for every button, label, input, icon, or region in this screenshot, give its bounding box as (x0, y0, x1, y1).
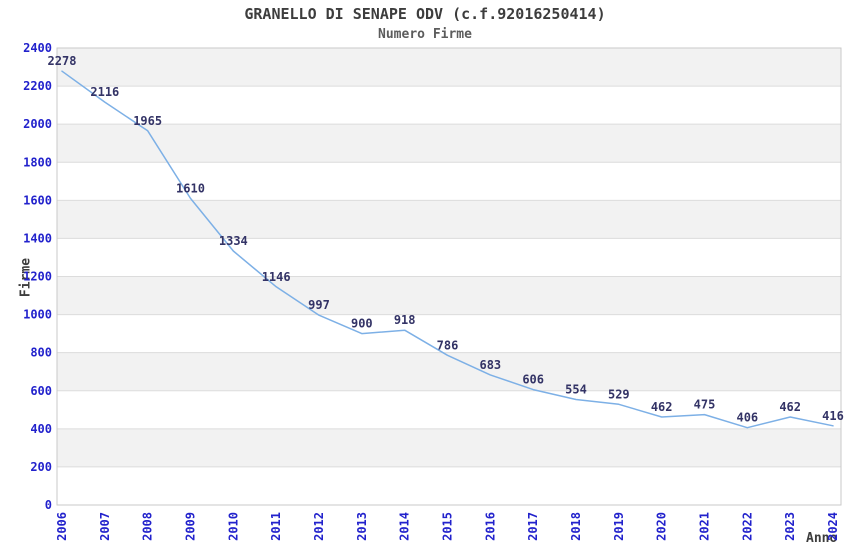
grid-band (57, 352, 841, 391)
data-label: 786 (437, 338, 459, 352)
y-tick-label: 600 (30, 384, 52, 398)
data-label: 554 (565, 383, 587, 397)
y-tick-label: 2000 (23, 117, 52, 131)
x-tick-label: 2016 (483, 512, 497, 541)
grid-band (57, 276, 841, 315)
y-tick-label: 1600 (23, 193, 52, 207)
chart-subtitle: Numero Firme (378, 27, 472, 42)
y-tick-label: 2200 (23, 79, 52, 93)
data-label: 529 (608, 387, 630, 401)
x-tick-label: 2006 (55, 512, 69, 541)
x-tick-label: 2010 (226, 512, 240, 541)
data-label: 1965 (133, 114, 162, 128)
data-label: 462 (779, 400, 801, 414)
data-label: 2278 (48, 54, 77, 68)
data-label: 1146 (262, 270, 291, 284)
data-label: 2116 (90, 85, 119, 99)
y-tick-label: 400 (30, 422, 52, 436)
x-tick-label: 2022 (740, 512, 754, 541)
data-label: 1334 (219, 234, 248, 248)
data-label: 918 (394, 313, 416, 327)
grid-band (57, 124, 841, 163)
x-tick-label: 2012 (312, 512, 326, 541)
y-tick-label: 0 (45, 498, 52, 512)
x-tick-label: 2011 (269, 512, 283, 541)
chart-title: GRANELLO DI SENAPE ODV (c.f.92016250414) (244, 5, 606, 23)
data-label: 462 (651, 400, 673, 414)
data-label: 475 (694, 398, 716, 412)
x-tick-label: 2020 (655, 512, 669, 541)
y-tick-label: 1400 (23, 231, 52, 245)
x-tick-label: 2023 (783, 512, 797, 541)
x-tick-label: 2013 (355, 512, 369, 541)
x-tick-label: 2017 (526, 512, 540, 541)
y-tick-label: 1200 (23, 270, 52, 284)
data-label: 1610 (176, 181, 205, 195)
y-tick-label: 2400 (23, 41, 52, 55)
data-label: 416 (822, 409, 844, 423)
data-label: 406 (736, 411, 758, 425)
y-tick-label: 1800 (23, 155, 52, 169)
grid-band (57, 200, 841, 239)
x-tick-label: 2019 (612, 512, 626, 541)
x-tick-label: 2015 (441, 512, 455, 541)
x-tick-label: 2018 (569, 512, 583, 541)
x-tick-label: 2009 (184, 512, 198, 541)
plot-frame (56, 47, 842, 506)
data-label: 606 (522, 373, 544, 387)
x-tick-label: 2014 (398, 512, 412, 541)
data-label: 900 (351, 317, 373, 331)
x-tick-label: 2021 (698, 512, 712, 541)
x-tick-label: 2007 (98, 512, 112, 541)
grid-band (57, 428, 841, 467)
y-tick-label: 200 (30, 460, 52, 474)
x-axis-title: Anno (806, 531, 838, 546)
y-tick-label: 800 (30, 346, 52, 360)
x-tick-label: 2008 (141, 512, 155, 541)
y-tick-label: 1000 (23, 308, 52, 322)
grid-band (57, 48, 841, 87)
x-tick-label: 2024 (826, 512, 840, 541)
series-line (61, 70, 834, 429)
data-label: 683 (479, 358, 501, 372)
data-label: 997 (308, 298, 330, 312)
